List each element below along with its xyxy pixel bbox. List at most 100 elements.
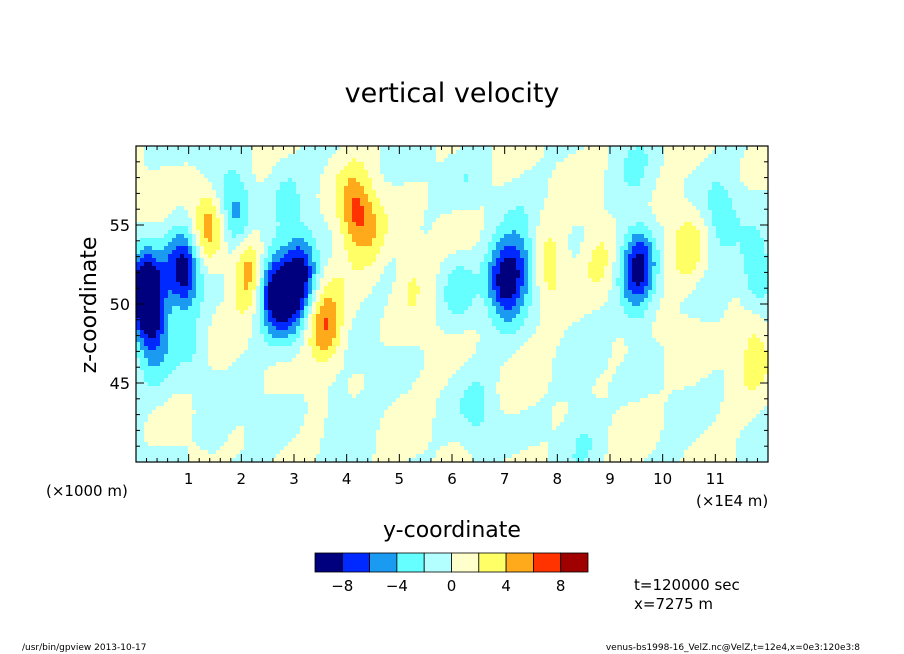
contour-cell (344, 286, 373, 291)
contour-cell (348, 178, 357, 183)
contour-cell (596, 394, 609, 399)
contour-cell (452, 210, 485, 215)
contour-cell (196, 278, 205, 283)
contour-cell (480, 334, 533, 339)
contour-cell (616, 238, 625, 243)
contour-cell (416, 378, 449, 383)
y-axis-label: z-coordinate (77, 237, 102, 374)
contour-cell (604, 186, 657, 191)
contour-cell (352, 198, 361, 203)
contour-cell (324, 418, 381, 423)
contour-cell (504, 182, 549, 187)
contour-cell (656, 274, 665, 279)
contour-cell (264, 294, 269, 299)
footer-program: /usr/bin/gpview 2013-10-17 (22, 643, 146, 653)
contour-cell (524, 278, 529, 283)
contour-cell (540, 210, 609, 215)
contour-cell (336, 306, 345, 311)
contour-cell (208, 270, 237, 275)
contour-cell (628, 350, 665, 355)
contour-cell (204, 222, 213, 227)
contour-cell (748, 278, 769, 283)
contour-cell (164, 330, 169, 335)
contour-cell (540, 306, 601, 311)
contour-cell (552, 422, 561, 427)
contour-cell (204, 258, 241, 263)
contour-cell (384, 414, 437, 419)
contour-cell (708, 226, 717, 231)
contour-cell (244, 250, 257, 255)
contour-cell (704, 274, 749, 279)
contour-cell (384, 178, 465, 183)
contour-cell (300, 322, 305, 327)
contour-cell (328, 398, 397, 403)
contour-cell (252, 154, 289, 159)
contour-cell (520, 234, 529, 239)
contour-cell (392, 182, 405, 187)
contour-cell (264, 250, 269, 255)
contour-cell (616, 234, 625, 239)
contour-cell (364, 166, 381, 171)
contour-cell (268, 330, 297, 335)
contour-cell (188, 210, 197, 215)
contour-cell (140, 326, 161, 331)
contour-cell (300, 210, 321, 215)
contour-cell (140, 322, 161, 327)
contour-cell (320, 262, 329, 267)
contour-cell (324, 326, 329, 331)
contour-cell (488, 278, 493, 283)
contour-cell (348, 382, 365, 387)
contour-cell (632, 238, 649, 243)
contour-cell (464, 330, 477, 335)
contour-cell (220, 226, 225, 231)
contour-cell (656, 278, 665, 283)
contour-cell (252, 162, 277, 167)
contour-cell (260, 254, 269, 259)
contour-cell (252, 158, 281, 163)
contour-cell (204, 250, 217, 255)
contour-cell (580, 434, 589, 439)
contour-cell (644, 170, 661, 175)
contour-cell (300, 314, 305, 319)
contour-cell (556, 350, 613, 355)
contour-cell (232, 362, 277, 367)
contour-cell (320, 250, 333, 255)
contour-cell (520, 326, 537, 331)
contour-cell (524, 242, 533, 247)
contour-cell (664, 294, 689, 299)
contour-cell (304, 238, 317, 243)
contour-cell (376, 430, 433, 435)
contour-cell (612, 282, 617, 287)
contour-cell (336, 374, 353, 379)
contour-cell (444, 294, 477, 299)
contour-cell (604, 458, 645, 463)
contour-cell (440, 326, 497, 331)
contour-cell (652, 270, 661, 275)
contour-cell (616, 246, 621, 251)
contour-cell (744, 426, 769, 431)
contour-cell (664, 366, 745, 371)
contour-cell (408, 390, 441, 395)
contour-cell (596, 378, 613, 383)
contour-cell (744, 354, 769, 359)
contour-cell (588, 262, 609, 267)
contour-cell (540, 298, 609, 303)
colorbar-swatch (451, 552, 480, 573)
contour-cell (376, 442, 429, 447)
contour-cell (320, 202, 337, 207)
contour-cell (136, 426, 145, 431)
contour-cell (136, 246, 145, 251)
contour-cell (536, 250, 545, 255)
contour-cell (332, 242, 345, 247)
contour-cell (360, 390, 409, 395)
contour-cell (236, 426, 245, 431)
contour-cell (536, 262, 545, 267)
contour-cell (480, 270, 489, 275)
contour-cell (344, 314, 357, 319)
contour-cell (304, 322, 309, 327)
contour-cell (312, 286, 317, 291)
contour-cell (320, 254, 333, 259)
y-tick-label: 50 (110, 295, 130, 314)
contour-cell (316, 454, 373, 459)
contour-cell (484, 254, 493, 259)
